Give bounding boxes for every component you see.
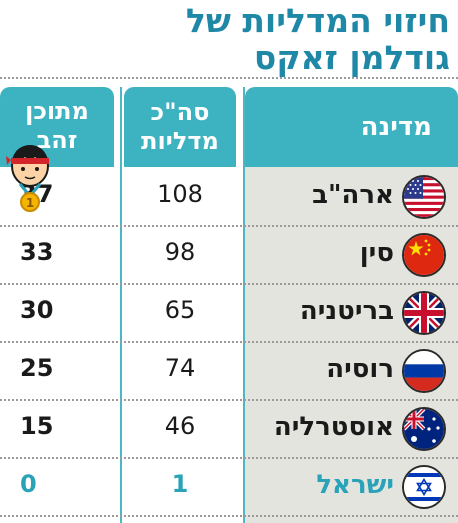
total-medals: 65 (164, 296, 196, 324)
table-row: סין 98 33 (0, 226, 458, 283)
usa-flag-icon (402, 175, 446, 219)
australia-flag-icon (402, 407, 446, 451)
total-medals: 1 (171, 470, 189, 498)
gold-medals: 30 (20, 296, 54, 324)
gold-medals: 0 (20, 470, 37, 498)
country-name: ארה"ב (312, 180, 394, 210)
row-divider (0, 341, 458, 343)
country-name: אוסטרליה (273, 412, 394, 442)
gold-medals: 25 (20, 354, 54, 382)
total-medals: 74 (164, 354, 196, 382)
column-separator (243, 87, 245, 523)
table-row: רוסיה 74 25 (0, 342, 458, 399)
country-name: רוסיה (326, 354, 394, 384)
header-total: סה"כ מדליות (124, 87, 236, 167)
country-name: ישראל (316, 470, 394, 500)
header-gold-line-1: מתוכן (25, 97, 89, 125)
total-medals: 108 (157, 180, 203, 208)
uk-flag-icon (402, 291, 446, 335)
header-country-label: מדינה (360, 112, 432, 142)
row-divider (0, 515, 458, 517)
row-divider (0, 399, 458, 401)
header-country: מדינה (245, 87, 458, 167)
table-row: ישראל 1 0 (0, 458, 458, 515)
table-row: בריטניה 65 30 (0, 284, 458, 341)
header-gold-line-2: זהב (36, 126, 78, 154)
row-divider (0, 457, 458, 459)
table-row: אוסטרליה 46 15 (0, 400, 458, 457)
table-row: ארה"ב 108 37 (0, 168, 458, 225)
title-line-1: חיזוי המדליות של (185, 1, 450, 40)
row-divider (0, 225, 458, 227)
title-line-2: גודלמן זאקס (253, 38, 450, 77)
row-divider (0, 283, 458, 285)
mascot-with-medal-icon: 1 (6, 136, 54, 216)
total-medals: 98 (164, 238, 196, 266)
country-name: סין (359, 238, 394, 268)
medal-number: 1 (26, 196, 34, 210)
column-separator (120, 87, 122, 523)
page-title: חיזוי המדליות של גודלמן זאקס (0, 2, 450, 76)
israel-flag-icon (402, 465, 446, 509)
header-total-line-1: סה"כ (150, 98, 210, 126)
header-total-line-2: מדליות (141, 127, 219, 155)
country-name: בריטניה (299, 296, 394, 326)
top-divider (0, 77, 458, 79)
gold-medals: 33 (20, 238, 54, 266)
gold-medals: 15 (20, 412, 54, 440)
total-medals: 46 (164, 412, 196, 440)
china-flag-icon (402, 233, 446, 277)
russia-flag-icon (402, 349, 446, 393)
